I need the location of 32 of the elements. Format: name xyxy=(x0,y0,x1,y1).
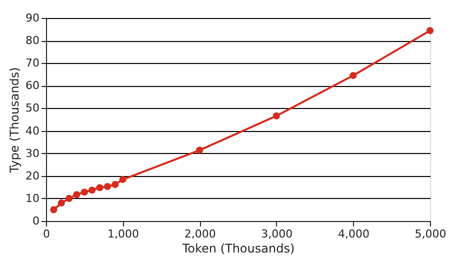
point xyxy=(272,112,280,120)
y-tick-label: 90 xyxy=(26,12,40,24)
y-tick-label: 40 xyxy=(26,124,40,138)
y-tick-label: 20 xyxy=(26,169,40,182)
point xyxy=(350,72,357,80)
point xyxy=(66,194,73,202)
y-tick-label: 10 xyxy=(26,192,40,205)
x-tick-label: 4,000 xyxy=(338,228,370,240)
y-tick-label: 50 xyxy=(26,102,40,115)
y-tick-label: 0 xyxy=(32,214,40,228)
y-tick-label: 30 xyxy=(26,146,40,160)
point xyxy=(112,180,119,188)
y-tick-label: 60 xyxy=(26,79,40,92)
point xyxy=(426,27,434,34)
point xyxy=(50,206,58,214)
point xyxy=(119,176,126,184)
x-tick-label: 1,000 xyxy=(108,228,140,240)
point xyxy=(58,199,65,206)
x-tick-label: 3,000 xyxy=(261,228,293,240)
y-tick-label: 70 xyxy=(26,56,40,70)
x-tick-label: 2,000 xyxy=(184,228,216,240)
point xyxy=(196,146,204,154)
x-axis-title: Token (Thousands) xyxy=(181,242,295,256)
y-tick-label: 80 xyxy=(26,34,40,48)
x-tick-label: 5,000 xyxy=(414,228,446,240)
point xyxy=(88,186,96,194)
point xyxy=(104,182,111,190)
y-axis-title: Type (Thousands) xyxy=(8,67,22,174)
point xyxy=(80,188,88,196)
x-tick-label: 0 xyxy=(43,228,50,240)
point xyxy=(96,184,104,192)
point xyxy=(73,191,80,198)
